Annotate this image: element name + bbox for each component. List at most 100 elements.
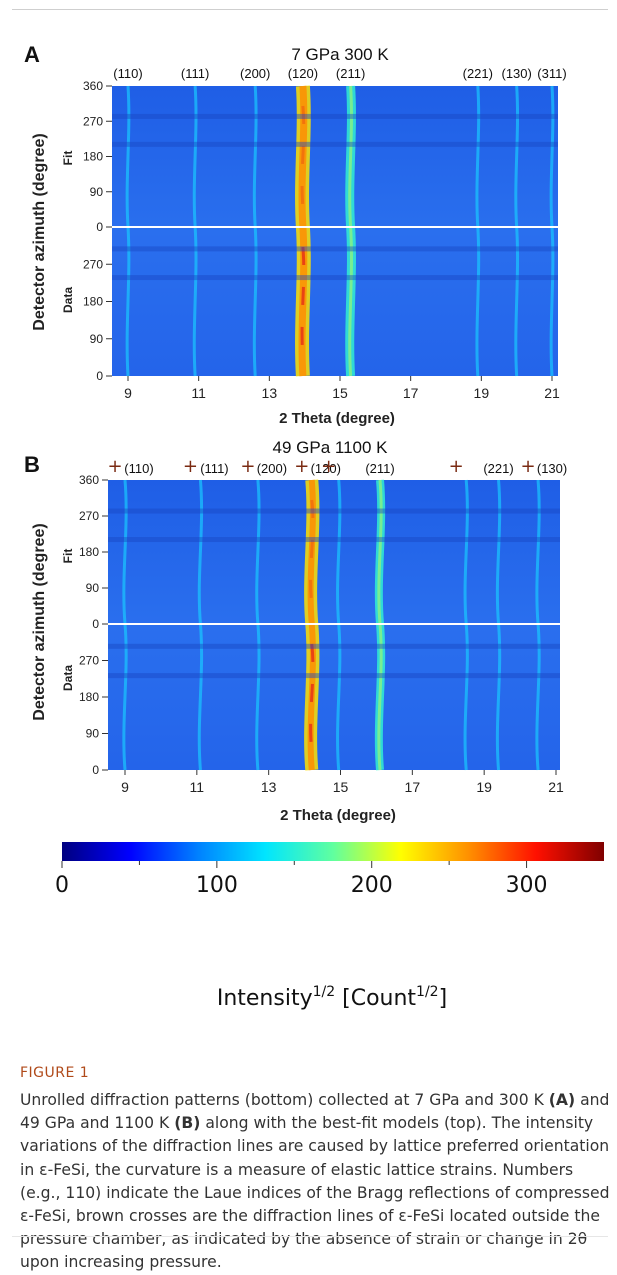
azimuth-band xyxy=(112,246,558,252)
panel-b-reflection-labels: + (110) + (111) + (200) + (120)+ (211) + (221) + (13… xyxy=(107,456,567,477)
azimuth-band xyxy=(108,673,560,679)
diffraction-line xyxy=(125,85,131,228)
caption-part-1: Unrolled diffraction patterns (bottom) c… xyxy=(20,1091,549,1109)
colorbar-bar xyxy=(62,842,604,861)
panel-a-diffraction-lines xyxy=(112,85,558,377)
panel-a-xlabel: 2 Theta (degree) xyxy=(279,410,395,427)
panel-a-letter: A xyxy=(24,42,40,67)
y-tick-label: 360 xyxy=(79,473,99,487)
panel-a-title: 7 GPa 300 K xyxy=(291,45,389,64)
panel-b-data-label: Data xyxy=(61,665,75,691)
reflection-label: (110) xyxy=(124,461,153,476)
brown-cross-marker: + xyxy=(240,456,255,477)
panel-b-title: 49 GPa 1100 K xyxy=(273,438,389,457)
figure-graphic: A 7 GPa 300 K (110) (111) (200) (120) (211) (… xyxy=(24,42,604,1011)
panel-b-fit-label: Fit xyxy=(61,549,75,564)
colorbar-tick-label: 100 xyxy=(196,873,238,898)
panel-b-ylabel: Detector azimuth (degree) xyxy=(31,523,48,720)
diffraction-line-hotspots xyxy=(300,105,306,208)
azimuth-band xyxy=(112,141,558,147)
reflection-label: (200) xyxy=(257,461,287,476)
diffraction-line xyxy=(122,623,128,771)
colorbar-unit: Count xyxy=(351,986,417,1011)
y-tick-label: 90 xyxy=(90,185,104,199)
x-tick-label: 19 xyxy=(474,385,490,401)
diffraction-line xyxy=(192,226,198,377)
diffraction-line xyxy=(197,479,204,625)
reflection-label: (221) xyxy=(463,66,493,81)
diffraction-line xyxy=(463,479,469,625)
y-tick-label: 270 xyxy=(79,654,99,668)
diffraction-line xyxy=(197,623,204,771)
colorbar-ticks: 0 100 200 300 xyxy=(55,861,548,898)
diffraction-line-core xyxy=(298,85,308,228)
diffraction-line xyxy=(475,85,481,228)
diffraction-line xyxy=(192,85,198,228)
panel-b-letter: B xyxy=(24,452,40,477)
reflection-label: (211) xyxy=(336,66,365,81)
reflection-label: (130) xyxy=(501,66,531,81)
diffraction-line xyxy=(535,623,541,771)
caption-part-3: along with the best-fit models (top). Th… xyxy=(20,1114,610,1272)
x-tick-label: 15 xyxy=(332,385,348,401)
colorbar-label-text: Intensity xyxy=(217,986,313,1011)
reflection-label: (221) xyxy=(483,461,513,476)
diffraction-line xyxy=(125,226,131,377)
diffraction-line-core xyxy=(348,85,353,228)
diffraction-line xyxy=(535,479,541,625)
bottom-rule xyxy=(12,1236,608,1237)
reflection-label: (120) xyxy=(288,66,318,81)
diffraction-line-hotspots xyxy=(300,246,306,357)
y-tick-label: 90 xyxy=(86,727,100,741)
diffraction-line xyxy=(252,226,258,377)
diffraction-line-hotspots xyxy=(309,643,315,751)
y-tick-label: 270 xyxy=(83,257,103,271)
reflection-label: (311) xyxy=(537,66,566,81)
x-tick-label: 11 xyxy=(190,779,205,795)
reflection-label: (211) xyxy=(365,461,394,476)
panel-b-diffraction-lines xyxy=(108,479,560,771)
reflection-label: (130) xyxy=(537,461,567,476)
diffraction-line xyxy=(514,226,520,377)
diffraction-line-core xyxy=(377,623,383,771)
x-tick-label: 21 xyxy=(544,385,560,401)
diffraction-line xyxy=(255,623,261,771)
y-tick-label: 0 xyxy=(96,220,103,234)
panel-a-axes: 9 11 13 15 17 19 21 360 270 180 90 0 270 180 90 0 xyxy=(83,79,560,401)
diffraction-line-core xyxy=(348,226,353,377)
colorbar-label-sup: 1/2 xyxy=(313,984,336,1000)
azimuth-band xyxy=(108,508,560,514)
reflection-label: (120) xyxy=(311,461,341,476)
panel-a: A 7 GPa 300 K (110) (111) (200) (120) (211)(… xyxy=(24,42,567,427)
x-tick-label: 19 xyxy=(476,779,492,795)
azimuth-band xyxy=(108,643,560,649)
caption-ref-a: (A) xyxy=(548,1091,576,1109)
panel-b-xlabel: 2 Theta (degree) xyxy=(280,807,396,824)
reflection-label: (111) xyxy=(200,461,228,476)
y-tick-label: 90 xyxy=(90,332,104,346)
x-tick-label: 13 xyxy=(261,779,277,795)
diffraction-line xyxy=(463,623,469,771)
diffraction-line xyxy=(549,226,555,377)
x-tick-label: 17 xyxy=(403,385,419,401)
diffraction-line xyxy=(336,623,342,771)
brown-cross-marker: + xyxy=(449,456,464,477)
brown-cross-marker: + xyxy=(321,456,336,477)
x-tick-label: 13 xyxy=(262,385,278,401)
y-tick-label: 180 xyxy=(79,545,99,559)
panel-a-fit-label: Fit xyxy=(61,151,75,166)
x-tick-label: 9 xyxy=(121,779,129,795)
diffraction-line-core xyxy=(377,479,383,625)
x-tick-label: 15 xyxy=(333,779,349,795)
brown-cross-marker: + xyxy=(294,456,309,477)
brown-cross-marker: + xyxy=(520,456,535,477)
y-tick-label: 180 xyxy=(83,295,103,309)
y-tick-label: 90 xyxy=(86,581,100,595)
y-tick-label: 360 xyxy=(83,79,103,93)
panel-b-axes: 9 11 13 15 17 19 21 360 270 180 90 0 270 180 90 0 xyxy=(79,473,564,795)
x-tick-label: 17 xyxy=(405,779,421,795)
x-tick-label: 9 xyxy=(124,385,132,401)
brown-cross-marker: + xyxy=(107,456,122,477)
azimuth-band xyxy=(112,275,558,281)
diffraction-line xyxy=(514,85,520,228)
